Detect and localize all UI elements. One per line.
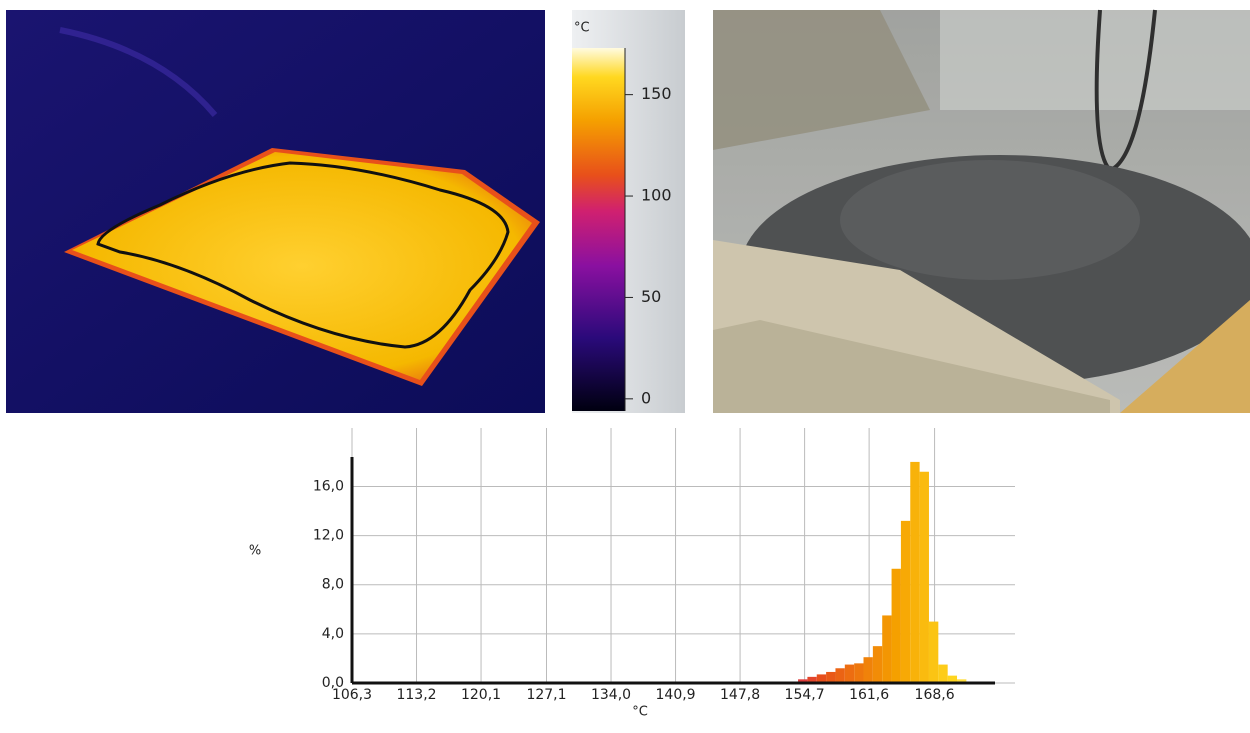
camera-photo — [713, 10, 1250, 413]
histogram-bar — [920, 472, 929, 683]
histogram-bar — [873, 646, 882, 683]
histogram-bar — [864, 657, 873, 683]
histogram-bar — [845, 665, 854, 683]
y-tick-label: 16,0 — [313, 478, 344, 494]
x-tick-label: 147,8 — [720, 687, 760, 703]
y-tick-label: 4,0 — [322, 626, 344, 642]
x-tick-label: 113,2 — [396, 687, 436, 703]
histogram-bar — [929, 622, 938, 683]
colorbar-tick-label: 150 — [641, 84, 672, 103]
x-tick-label: 154,7 — [785, 687, 825, 703]
colorbar-panel — [572, 10, 685, 413]
colorbar-unit: °C — [574, 21, 590, 36]
x-tick-label: 134,0 — [591, 687, 631, 703]
x-tick-label: 161,6 — [849, 687, 889, 703]
x-tick-label: 120,1 — [461, 687, 501, 703]
y-axis-label: % — [249, 544, 261, 559]
x-tick-label: 127,1 — [526, 687, 566, 703]
histogram-bar — [882, 615, 891, 683]
y-tick-label: 8,0 — [322, 577, 344, 593]
histogram-bar — [826, 672, 835, 683]
screen: °C0501001500,04,08,012,016,0106,3113,212… — [0, 0, 1250, 729]
colorbar-tick-label: 50 — [641, 287, 661, 306]
histogram-bar — [892, 569, 901, 683]
x-axis-label: °C — [632, 705, 648, 720]
histogram-bar — [835, 668, 844, 683]
histogram-bar — [901, 521, 910, 683]
thermal-image — [6, 10, 545, 413]
y-tick-label: 12,0 — [313, 528, 344, 544]
x-tick-label: 168,6 — [915, 687, 955, 703]
colorbar-tick-label: 100 — [641, 186, 672, 205]
page: °C0501001500,04,08,012,016,0106,3113,212… — [0, 0, 1250, 733]
x-tick-label: 106,3 — [332, 687, 372, 703]
histogram-bar — [854, 663, 863, 683]
histogram-bar — [910, 462, 919, 683]
x-tick-label: 140,9 — [656, 687, 696, 703]
histogram-bar — [938, 665, 947, 683]
colorbar-tick-label: 0 — [641, 388, 651, 407]
